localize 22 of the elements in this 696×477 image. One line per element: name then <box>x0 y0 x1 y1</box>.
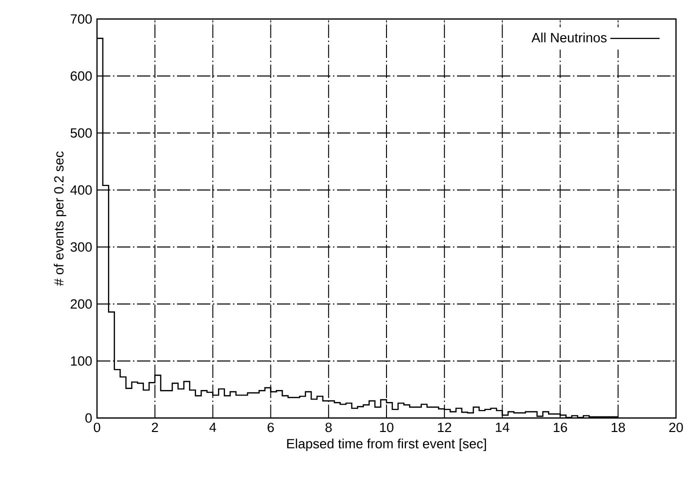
y-tick-label: 200 <box>70 299 92 309</box>
y-tick-label: 500 <box>70 128 92 138</box>
x-tick-label: 2 <box>152 422 158 432</box>
y-tick-label: 100 <box>71 356 92 366</box>
x-tick-label: 12 <box>438 422 452 432</box>
legend-label: All Neutrinos <box>532 32 607 42</box>
y-tick-label: 600 <box>70 71 92 81</box>
x-tick-label: 10 <box>380 422 394 432</box>
y-tick-label: 700 <box>70 14 92 24</box>
x-tick-label: 0 <box>94 422 100 432</box>
x-tick-label: 16 <box>554 422 568 432</box>
y-tick-label: 0 <box>85 413 92 423</box>
x-tick-label: 14 <box>496 422 510 432</box>
x-tick-label: 6 <box>268 422 274 432</box>
y-tick-label: 400 <box>70 185 92 195</box>
y-tick-label: 300 <box>70 242 92 252</box>
x-tick-label: 8 <box>325 422 332 432</box>
x-axis-title: Elapsed time from first event [sec] <box>287 438 486 452</box>
x-tick-label: 20 <box>669 422 683 432</box>
x-tick-label: 18 <box>612 422 625 432</box>
y-axis-title: # of events per 0.2 sec <box>54 151 66 286</box>
x-tick-label: 4 <box>209 422 216 432</box>
